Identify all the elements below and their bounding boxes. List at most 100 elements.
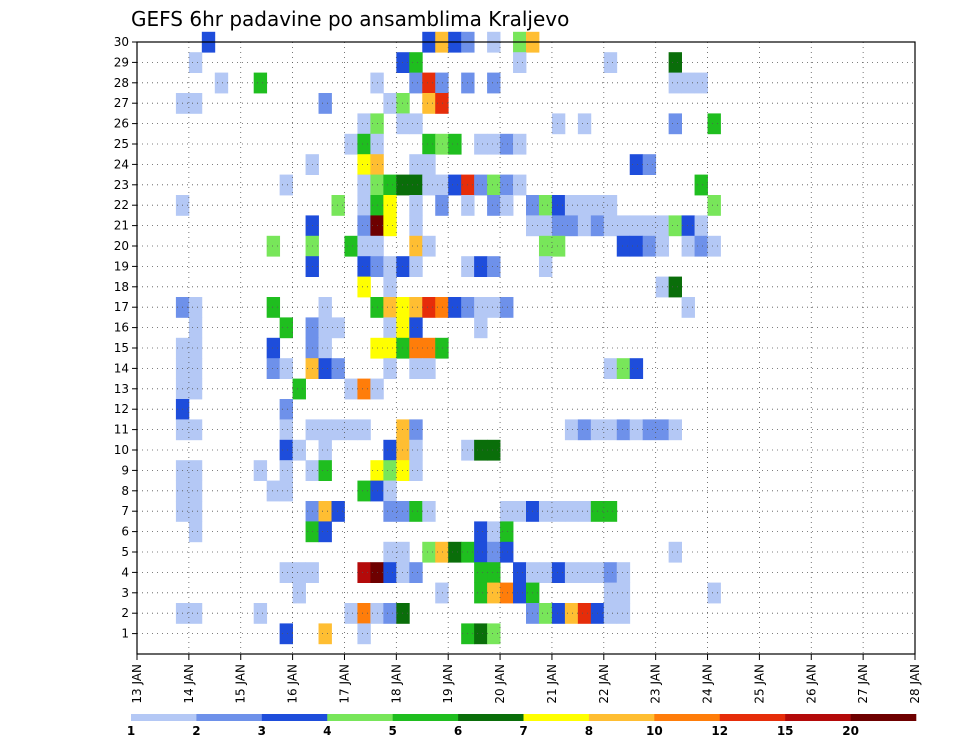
heatmap-cell (603, 195, 618, 216)
heatmap-cell (383, 317, 397, 339)
x-tick-label: 25 JAN (752, 664, 766, 704)
heatmap-cell (422, 358, 436, 379)
x-tick-label: 21 JAN (545, 664, 559, 704)
colorbar-swatch (327, 714, 393, 721)
colorbar-swatch (785, 714, 851, 721)
heatmap-cell (344, 133, 358, 155)
heatmap-cell (577, 195, 592, 216)
heatmap-cell (357, 154, 371, 175)
heatmap-cell (629, 154, 644, 175)
heatmap-cell (487, 562, 501, 583)
x-axis: 13 JAN 14 JAN 15 JAN 16 JAN 17 JAN 18 JAN 19 J… (130, 654, 922, 704)
x-tick-label: 14 JAN (182, 664, 196, 704)
x-tick-label: 17 JAN (337, 664, 351, 704)
heatmap-cell (616, 582, 631, 604)
heatmap-cell (435, 195, 449, 216)
y-tick-label: 13 (114, 382, 129, 396)
heatmap-cell (448, 297, 462, 318)
heatmap-cell (188, 358, 203, 379)
heatmap-cell (603, 215, 618, 237)
heatmap-cell (266, 337, 281, 359)
colorbar-label: 7 (519, 724, 527, 738)
heatmap-cell (279, 460, 293, 481)
heatmap-cell (253, 460, 268, 481)
heatmap-cell (331, 195, 345, 216)
grid-lines (136, 41, 916, 654)
heatmap-cell (668, 419, 682, 441)
heatmap-cell (681, 297, 695, 318)
heatmap-cell (564, 501, 579, 522)
heatmap-cell (188, 521, 203, 543)
heatmap-cell (188, 297, 203, 318)
heatmap-cell (357, 623, 371, 645)
heatmap-cell (318, 439, 332, 461)
heatmap-cell (409, 358, 423, 379)
heatmap-cell (487, 623, 501, 645)
heatmap-cell (500, 501, 514, 522)
heatmap-cell (409, 174, 423, 196)
heatmap-cell (487, 521, 501, 543)
colorbar-swatch (719, 714, 786, 721)
heatmap-cell (513, 501, 527, 522)
heatmap-cell (383, 358, 397, 379)
colorbar-swatch (850, 714, 917, 721)
heatmap-cell (279, 623, 293, 645)
x-tick-label: 16 JAN (286, 664, 300, 704)
heatmap-cell (500, 582, 514, 604)
heatmap-cell (616, 419, 631, 441)
colorbar-label: 4 (323, 724, 331, 738)
y-tick-label: 10 (114, 443, 129, 457)
heatmap-cell (487, 582, 501, 604)
heatmap-cell (357, 113, 371, 135)
heatmap-cell (551, 501, 566, 522)
heatmap-cell (409, 501, 423, 522)
colorbar-label: 12 (711, 724, 728, 738)
x-tick-label: 26 JAN (804, 664, 818, 704)
heatmap-cell (513, 582, 527, 604)
y-tick-label: 22 (114, 198, 129, 212)
heatmap-cell (357, 480, 371, 502)
heatmap-cell (383, 541, 397, 563)
heatmap-cell (577, 113, 592, 135)
heatmap-cell (396, 439, 410, 461)
heatmap-cell (577, 501, 592, 522)
heatmap-cell (422, 541, 436, 563)
heatmap-cell (409, 256, 423, 277)
heatmap-cell (383, 501, 397, 522)
heatmap-cell (279, 562, 293, 583)
colorbar-label: 1 (127, 724, 135, 738)
heatmap-cell (629, 419, 644, 441)
heatmap-cell (396, 460, 410, 481)
heatmap-cell (538, 235, 553, 257)
heatmap-cell (707, 235, 721, 257)
y-tick-label: 20 (114, 239, 129, 253)
heatmap-cell (577, 562, 592, 583)
y-tick-label: 5 (121, 545, 129, 559)
heatmap-cell (681, 72, 695, 94)
heatmap-cell (474, 317, 488, 339)
heatmap-cell (603, 52, 618, 73)
heatmap-cell (435, 174, 449, 196)
y-tick-label: 16 (114, 321, 129, 335)
heatmap-cell (318, 419, 332, 441)
heatmap-cell (487, 541, 501, 563)
heatmap-cell (551, 562, 566, 583)
heatmap-cell (551, 113, 566, 135)
heatmap-cell (642, 419, 657, 441)
heatmap-cell (629, 235, 644, 257)
heatmap-cell (564, 195, 579, 216)
y-tick-label: 15 (114, 341, 129, 355)
heatmap-cell (422, 337, 436, 359)
heatmap-cell (357, 276, 371, 298)
heatmap-cell (681, 235, 695, 257)
y-tick-label: 24 (114, 157, 129, 171)
colorbar-label: 5 (388, 724, 396, 738)
heatmap-cell (357, 195, 371, 216)
heatmap-cell (331, 317, 345, 339)
heatmap-cell (435, 297, 449, 318)
heatmap-cell (487, 256, 501, 277)
heatmap-cell (188, 378, 203, 400)
heatmap-cell (279, 174, 293, 196)
x-tick-label: 22 JAN (597, 664, 611, 704)
heatmap-cell (383, 174, 397, 196)
